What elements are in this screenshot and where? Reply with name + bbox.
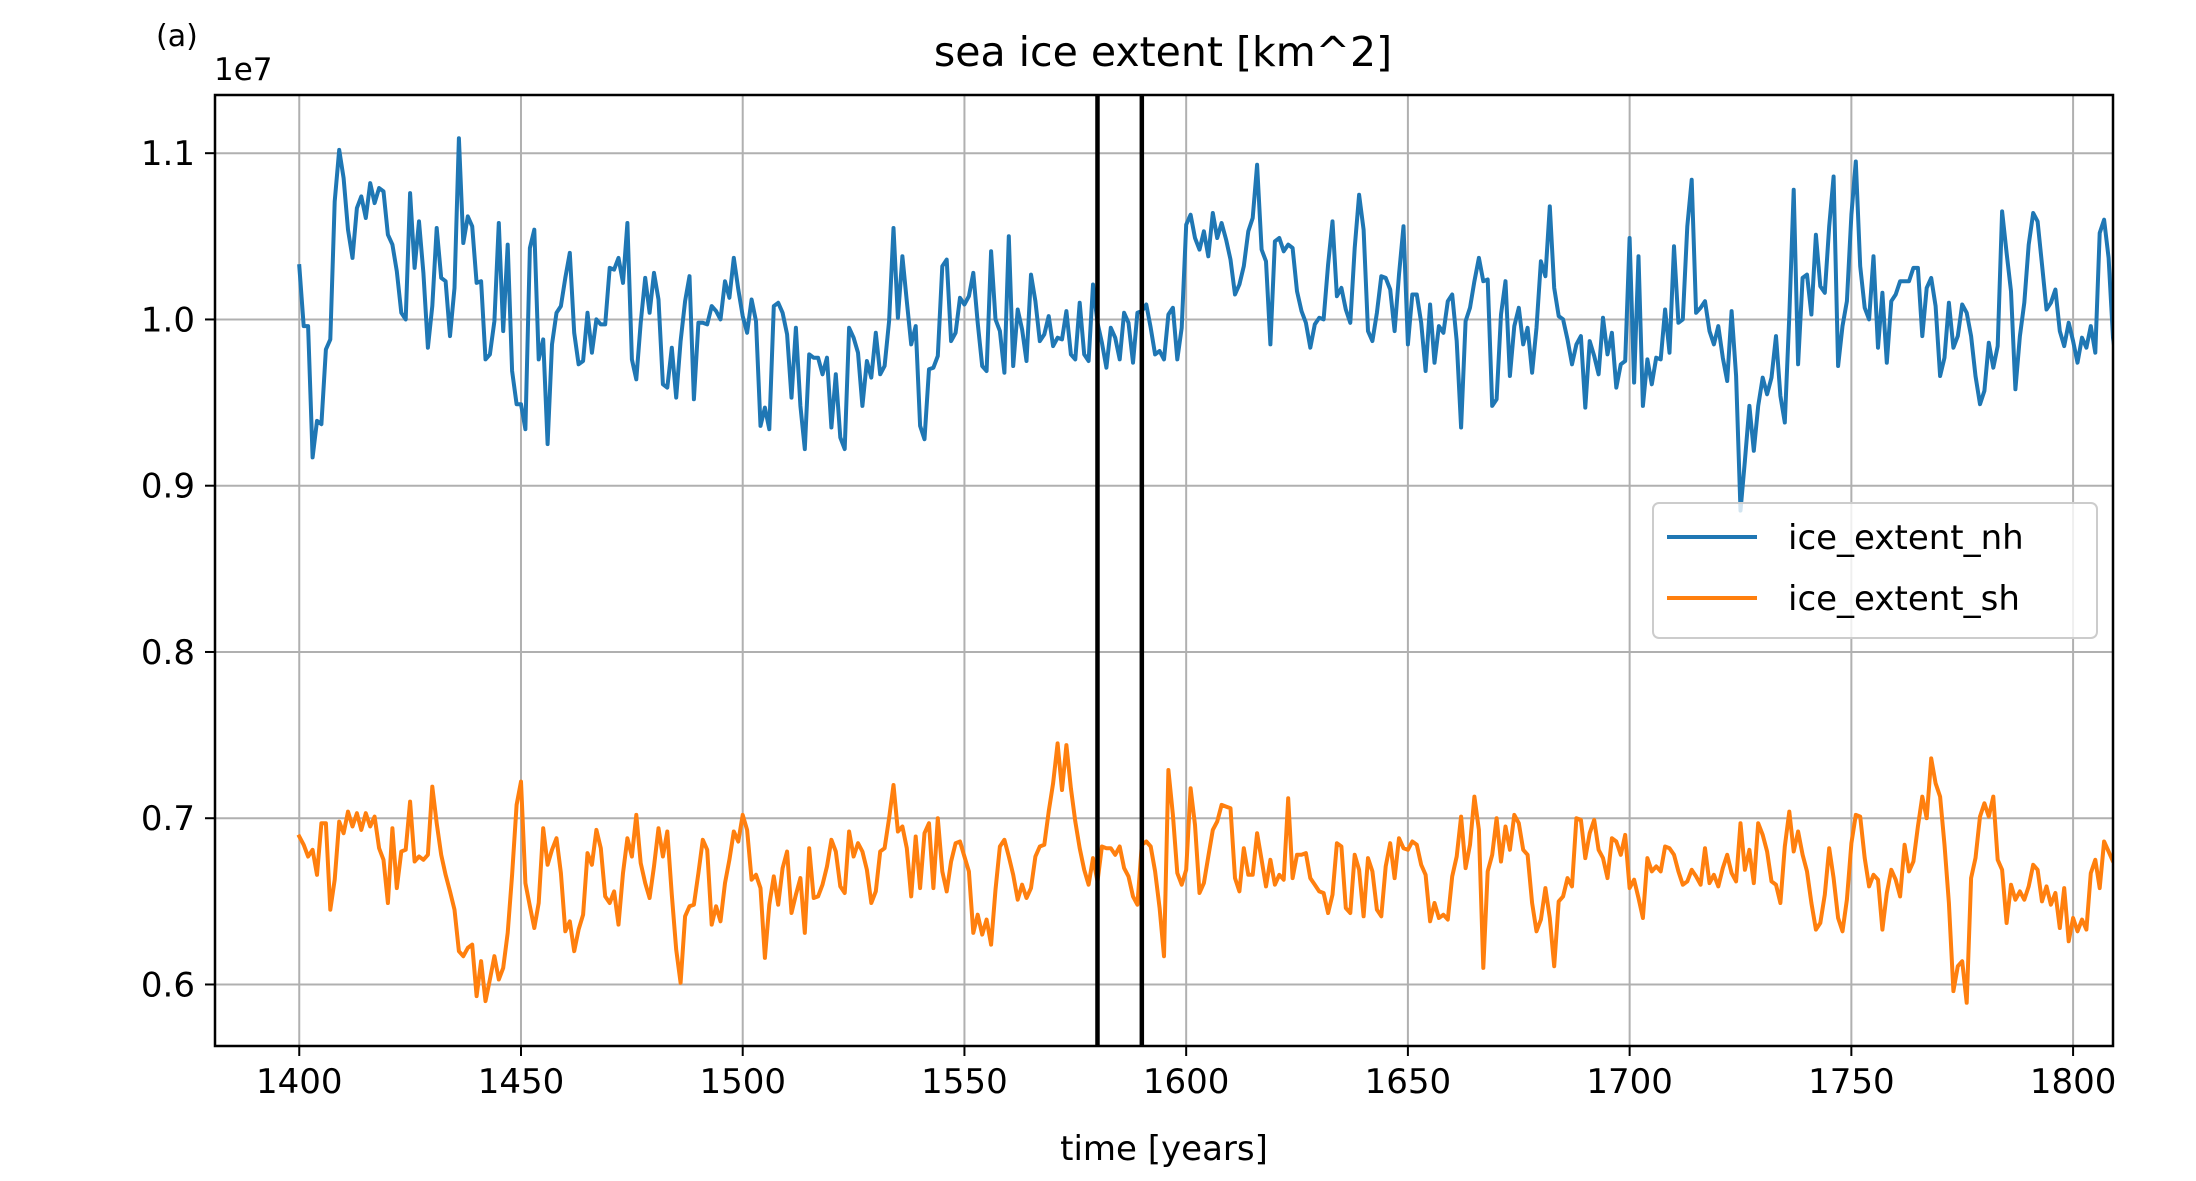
x-tick-label: 1700 — [1586, 1062, 1673, 1102]
y-tick-label: 1.1 — [141, 134, 195, 174]
panel-label: (a) — [156, 19, 198, 54]
y-tick-label: 0.8 — [141, 633, 195, 673]
y-tick-label: 1.0 — [141, 300, 195, 340]
y-ticks: 0.6 0.7 0.8 0.9 1.0 1.1 — [141, 134, 215, 1005]
vline-layer — [1095, 95, 1145, 1046]
legend-label-ice-extent-sh: ice_extent_sh — [1788, 579, 2020, 619]
series-layer — [296, 136, 2113, 1005]
legend-label-ice-extent-nh: ice_extent_nh — [1788, 518, 2024, 558]
x-tick-label: 1450 — [478, 1062, 565, 1102]
x-tick-label: 1600 — [1143, 1062, 1230, 1102]
x-tick-label: 1500 — [699, 1062, 786, 1102]
plot-frame — [213, 93, 2115, 1048]
y-tick-label: 0.6 — [141, 965, 195, 1005]
y-tick-label: 0.7 — [141, 799, 195, 839]
series-line-ice-extent-nh — [297, 136, 2113, 513]
y-tick-label: 0.9 — [141, 467, 195, 507]
y-offset-label: 1e7 — [214, 52, 273, 88]
legend-frame — [1652, 502, 2098, 639]
legend: ice_extent_nh ice_extent_sh — [1652, 502, 2098, 639]
x-tick-label: 1400 — [256, 1062, 343, 1102]
x-ticks: 1400 1450 1500 1550 1600 1650 1700 1750 1800 — [256, 1046, 2116, 1102]
x-tick-label: 1800 — [2030, 1062, 2117, 1102]
x-tick-label: 1650 — [1365, 1062, 1452, 1102]
series-line-ice-extent-sh — [296, 741, 2113, 1005]
x-axis-label: time [years] — [1060, 1129, 1268, 1169]
chart-title: sea ice extent [km^2] — [934, 28, 1392, 76]
x-tick-label: 1550 — [921, 1062, 1008, 1102]
x-tick-label: 1750 — [1808, 1062, 1895, 1102]
